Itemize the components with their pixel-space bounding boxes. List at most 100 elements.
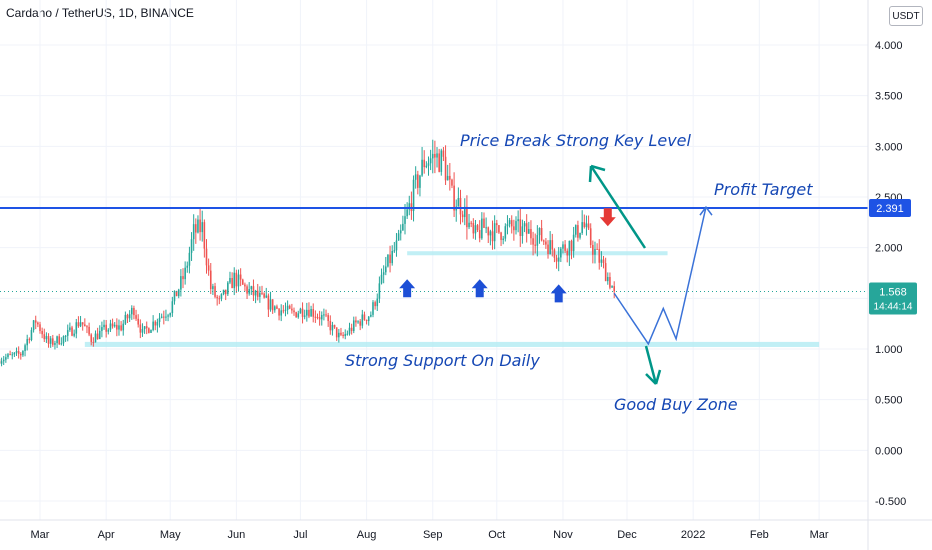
candle-body [611, 286, 613, 288]
candle-body [596, 248, 598, 250]
candle-body [517, 219, 519, 222]
candle-body [295, 312, 297, 318]
candle [498, 225, 500, 234]
candle [611, 285, 613, 288]
candle [224, 289, 227, 301]
candle-body [598, 248, 601, 263]
candle [88, 322, 90, 337]
candle [0, 357, 3, 367]
candle [256, 283, 259, 301]
candle [534, 233, 537, 254]
candle [306, 302, 308, 322]
candle-body [613, 286, 615, 292]
candle [15, 347, 18, 357]
candle [333, 324, 336, 329]
candle [442, 147, 445, 162]
candle [404, 204, 406, 235]
candle-body [327, 315, 329, 322]
candle [75, 318, 78, 339]
candle [62, 335, 65, 347]
candle-body [32, 320, 35, 331]
markers [399, 208, 616, 303]
candle [487, 226, 490, 243]
candle [592, 240, 594, 264]
candle-body [487, 227, 490, 236]
candle [478, 220, 481, 243]
candle-body [282, 310, 285, 312]
candle-body [233, 272, 236, 289]
candle [346, 330, 349, 336]
candle [133, 305, 135, 320]
candle-body [37, 322, 39, 325]
candle-body [286, 305, 289, 310]
candle [84, 318, 86, 327]
candle [122, 319, 125, 336]
candle [372, 300, 374, 318]
candle [160, 313, 163, 319]
candle-body [427, 163, 430, 166]
candle-body [101, 327, 103, 331]
candle [195, 218, 197, 244]
candle-body [310, 309, 312, 317]
candle [126, 313, 129, 324]
candle-body [195, 224, 197, 233]
candle [246, 284, 248, 299]
candle-body [269, 299, 272, 310]
candle-body [581, 222, 583, 233]
currency-selector[interactable]: USDT [889, 6, 923, 26]
candle-body [145, 326, 148, 329]
candle-body [126, 314, 129, 319]
candle-body [274, 306, 276, 311]
candle-body [468, 222, 470, 228]
candle [538, 227, 541, 244]
candle-body [197, 219, 199, 233]
arrows [588, 164, 713, 385]
candle [557, 247, 560, 272]
candle-body [348, 327, 351, 334]
candle-body [361, 314, 364, 326]
candle [118, 319, 120, 336]
candle-body [451, 179, 453, 186]
candle [37, 321, 39, 328]
candle [184, 261, 186, 285]
candle-body [259, 292, 261, 297]
candle [71, 325, 73, 337]
candle [252, 279, 255, 302]
candle [177, 288, 180, 299]
price-tick-label: 0.000 [875, 445, 903, 457]
candle-body [408, 203, 411, 210]
candle-body [19, 353, 22, 356]
candle-body [478, 230, 481, 239]
candle-body [602, 259, 605, 264]
candle [24, 343, 26, 357]
candle-body [314, 316, 317, 318]
candle [504, 223, 507, 242]
up-arrow-marker [550, 284, 567, 303]
candle-body [510, 220, 513, 227]
candle-body [425, 165, 428, 168]
candle [158, 313, 161, 328]
candle-body [547, 244, 549, 255]
candle [387, 254, 389, 268]
candle [434, 140, 436, 174]
candle-body [209, 270, 212, 290]
time-tick-label: Dec [617, 529, 637, 541]
candle-body [267, 295, 270, 310]
candle [397, 229, 400, 241]
candle-body [329, 321, 332, 331]
candle [310, 305, 312, 317]
candle-body [536, 235, 539, 246]
candle [402, 215, 404, 231]
key-level-tag-text: 2.391 [876, 203, 904, 215]
candle [528, 221, 530, 234]
projection-arrow-head [699, 205, 713, 216]
candle [154, 320, 157, 331]
candle-body [570, 240, 573, 252]
candle [241, 278, 244, 285]
candle-body [476, 225, 479, 231]
candle-body [252, 286, 255, 296]
candle-body [222, 289, 225, 295]
candle-body [118, 325, 120, 330]
candle [517, 210, 519, 233]
